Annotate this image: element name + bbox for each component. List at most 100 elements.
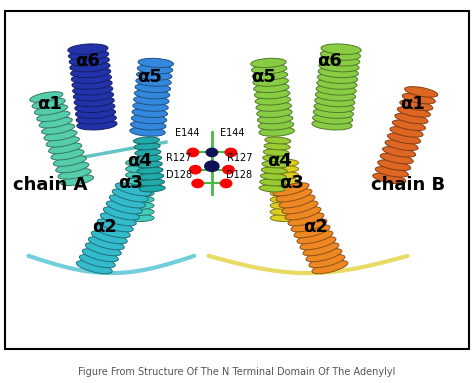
FancyBboxPatch shape [5, 11, 469, 349]
Ellipse shape [75, 108, 116, 118]
Ellipse shape [132, 108, 167, 118]
Ellipse shape [131, 115, 167, 124]
Ellipse shape [79, 255, 115, 268]
Ellipse shape [390, 127, 423, 137]
Ellipse shape [387, 133, 420, 144]
Ellipse shape [126, 190, 154, 197]
Ellipse shape [138, 179, 164, 186]
Ellipse shape [58, 169, 91, 179]
Ellipse shape [106, 201, 142, 214]
Text: α5: α5 [251, 68, 275, 85]
Circle shape [220, 179, 232, 188]
Ellipse shape [115, 183, 151, 196]
Ellipse shape [126, 196, 154, 203]
Text: α4: α4 [128, 152, 152, 170]
Ellipse shape [126, 214, 154, 221]
Ellipse shape [270, 190, 299, 197]
Ellipse shape [313, 108, 354, 118]
Ellipse shape [318, 67, 358, 78]
Ellipse shape [42, 124, 74, 134]
Ellipse shape [303, 243, 339, 256]
Ellipse shape [126, 208, 154, 215]
Ellipse shape [85, 243, 121, 256]
Ellipse shape [51, 149, 84, 160]
Text: Figure From Structure Of The N Terminal Domain Of The Adenylyl: Figure From Structure Of The N Terminal … [78, 367, 396, 376]
Ellipse shape [30, 92, 63, 102]
Ellipse shape [270, 208, 299, 215]
Text: E144: E144 [220, 128, 245, 139]
Ellipse shape [103, 207, 139, 220]
Ellipse shape [321, 44, 361, 54]
Ellipse shape [270, 172, 299, 178]
Ellipse shape [309, 255, 345, 268]
Ellipse shape [251, 58, 286, 67]
Ellipse shape [276, 189, 312, 202]
Ellipse shape [76, 260, 112, 274]
Ellipse shape [316, 85, 356, 95]
Ellipse shape [270, 214, 299, 221]
Ellipse shape [375, 167, 408, 177]
Ellipse shape [260, 179, 286, 186]
Ellipse shape [136, 77, 171, 86]
Ellipse shape [137, 161, 162, 168]
Ellipse shape [262, 161, 288, 168]
Ellipse shape [91, 231, 127, 244]
Ellipse shape [270, 159, 299, 166]
Ellipse shape [261, 167, 287, 174]
Ellipse shape [270, 165, 299, 172]
Ellipse shape [320, 50, 360, 60]
Circle shape [223, 165, 234, 174]
Ellipse shape [134, 143, 160, 150]
Ellipse shape [73, 85, 113, 95]
Ellipse shape [138, 58, 173, 67]
Ellipse shape [273, 183, 309, 196]
Ellipse shape [397, 106, 430, 117]
Ellipse shape [126, 184, 154, 191]
Text: chain B: chain B [371, 176, 445, 194]
Ellipse shape [291, 219, 327, 232]
Ellipse shape [109, 195, 145, 208]
Ellipse shape [261, 173, 286, 180]
Ellipse shape [55, 162, 89, 173]
Text: α6: α6 [75, 52, 100, 70]
Ellipse shape [126, 172, 154, 178]
Ellipse shape [288, 213, 324, 226]
Ellipse shape [378, 160, 411, 170]
Circle shape [206, 148, 218, 157]
Ellipse shape [315, 96, 355, 107]
Ellipse shape [136, 155, 162, 162]
Ellipse shape [130, 121, 166, 130]
Ellipse shape [135, 149, 161, 156]
Ellipse shape [138, 173, 164, 180]
Ellipse shape [139, 185, 165, 192]
Ellipse shape [68, 44, 108, 54]
Ellipse shape [263, 155, 289, 162]
Ellipse shape [135, 83, 171, 93]
Ellipse shape [71, 67, 111, 78]
Ellipse shape [76, 114, 116, 124]
Ellipse shape [270, 178, 299, 185]
Ellipse shape [312, 119, 352, 130]
Ellipse shape [60, 175, 93, 185]
Ellipse shape [300, 237, 336, 250]
Circle shape [205, 161, 219, 171]
Ellipse shape [317, 79, 357, 89]
Circle shape [187, 148, 199, 157]
Ellipse shape [53, 156, 86, 166]
Ellipse shape [265, 137, 291, 144]
Ellipse shape [70, 61, 110, 72]
Ellipse shape [383, 147, 416, 157]
Ellipse shape [319, 56, 360, 66]
Text: R127: R127 [166, 152, 192, 163]
Ellipse shape [395, 113, 428, 124]
Ellipse shape [75, 102, 115, 113]
Text: D128: D128 [166, 170, 192, 180]
Text: E144: E144 [175, 128, 200, 139]
Ellipse shape [71, 73, 111, 83]
Ellipse shape [100, 213, 136, 226]
Ellipse shape [255, 96, 291, 105]
Ellipse shape [315, 90, 356, 101]
Ellipse shape [32, 98, 65, 109]
Text: chain A: chain A [13, 176, 87, 194]
Ellipse shape [264, 143, 290, 150]
